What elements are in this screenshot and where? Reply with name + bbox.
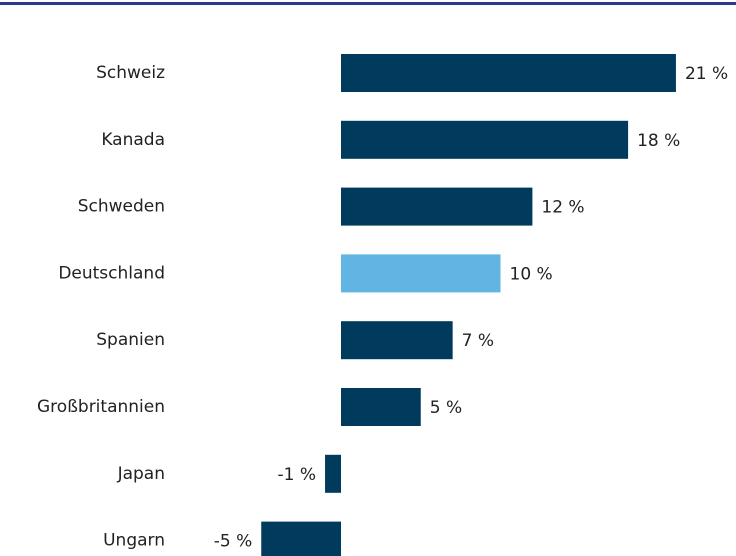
category-label: Schweiz xyxy=(96,63,165,83)
value-label: 21 % xyxy=(685,64,728,84)
category-label: Ungarn xyxy=(103,531,165,551)
bar xyxy=(341,321,453,360)
value-label: 10 % xyxy=(510,264,553,284)
category-label: Japan xyxy=(117,464,165,484)
value-label: -5 % xyxy=(214,532,253,552)
category-label: Schweden xyxy=(78,197,165,217)
bar xyxy=(341,187,533,226)
value-label: -1 % xyxy=(278,465,317,485)
bar xyxy=(341,54,676,92)
value-label: 5 % xyxy=(430,398,462,418)
category-label: Kanada xyxy=(101,130,165,150)
bar xyxy=(261,521,341,556)
bar xyxy=(341,254,501,293)
bar xyxy=(325,454,341,493)
category-label: Spanien xyxy=(96,330,165,350)
category-label: Deutschland xyxy=(58,263,165,283)
bar xyxy=(341,120,629,159)
top-rule xyxy=(0,2,736,5)
bar xyxy=(341,388,421,426)
value-label: 18 % xyxy=(637,131,680,151)
value-label: 12 % xyxy=(541,198,584,218)
category-label: Großbritannien xyxy=(37,397,165,417)
value-label: 7 % xyxy=(462,331,494,351)
